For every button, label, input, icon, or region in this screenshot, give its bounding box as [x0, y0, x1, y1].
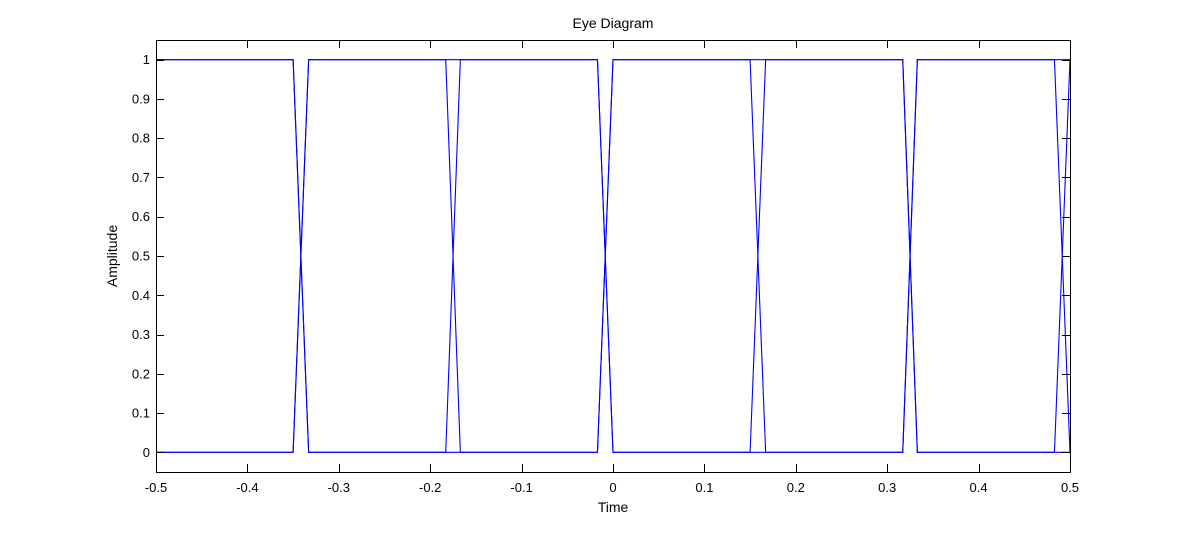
x-tick-label: -0.3 — [328, 480, 350, 495]
y-tick-label: 0.9 — [132, 91, 150, 106]
y-tick-label: 0 — [143, 445, 150, 460]
y-tick-label: 0.5 — [132, 249, 150, 264]
y-tick-label: 0.3 — [132, 327, 150, 342]
x-tick-label: 0.3 — [878, 480, 896, 495]
chart-title: Eye Diagram — [573, 15, 654, 31]
y-tick-label: 0.7 — [132, 170, 150, 185]
y-tick-label: 0.4 — [132, 288, 150, 303]
y-tick-label: 0.8 — [132, 131, 150, 146]
x-tick-label: 0.5 — [1061, 480, 1079, 495]
series-line-3 — [156, 59, 1070, 453]
x-tick-label: 0.4 — [970, 480, 988, 495]
series-layer — [156, 59, 1071, 453]
x-tick-label: 0.2 — [787, 480, 805, 495]
x-tick-label: -0.5 — [145, 480, 167, 495]
tick-labels-layer: -0.5 -0.4 -0.3 -0.2 -0.1 0 0.1 0.2 0.3 0.4 0.5 0 0.1… — [132, 52, 1079, 495]
x-tick-label: -0.1 — [510, 480, 532, 495]
y-axis-label: Amplitude — [104, 225, 120, 287]
x-tick-label: -0.4 — [236, 480, 258, 495]
y-tick-label: 0.6 — [132, 209, 150, 224]
x-tick-label: -0.2 — [419, 480, 441, 495]
series-line-2 — [156, 59, 1071, 453]
x-tick-label: 0.1 — [695, 480, 713, 495]
y-tick-label: 0.1 — [132, 406, 150, 421]
x-axis-label: Time — [598, 499, 629, 515]
y-tick-label: 0.2 — [132, 366, 150, 381]
ticks-layer — [156, 40, 1071, 472]
series-line-1 — [156, 59, 1071, 453]
x-tick-label: 0 — [609, 480, 616, 495]
y-tick-label: 1 — [143, 52, 150, 67]
series-line-4 — [156, 59, 1070, 453]
plot-frame — [156, 40, 1071, 473]
